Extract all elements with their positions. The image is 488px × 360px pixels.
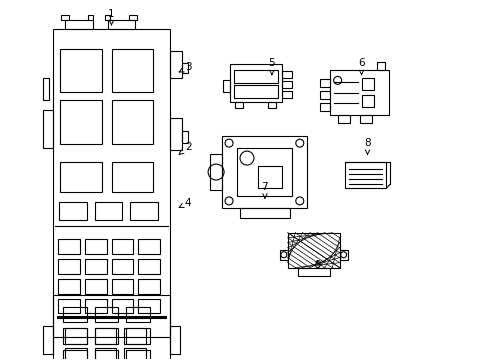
Bar	[42, 110, 53, 148]
Bar	[281, 91, 291, 98]
Bar	[319, 103, 329, 111]
Text: 1: 1	[108, 9, 115, 25]
Bar	[170, 50, 182, 78]
Bar	[61, 15, 68, 20]
Text: 6: 6	[358, 58, 364, 75]
Bar	[126, 350, 150, 360]
Bar	[111, 162, 153, 192]
Bar	[64, 348, 86, 360]
Bar	[229, 64, 281, 102]
Bar	[138, 279, 160, 293]
Bar	[58, 259, 80, 274]
Bar	[111, 298, 133, 314]
Bar	[126, 328, 150, 345]
Bar	[94, 328, 118, 345]
Bar	[126, 306, 150, 323]
Bar	[111, 279, 133, 293]
Bar	[129, 15, 137, 20]
Bar	[94, 306, 118, 323]
Bar	[377, 62, 385, 71]
Bar	[337, 115, 349, 123]
Bar	[240, 208, 289, 218]
Bar	[58, 298, 80, 314]
Text: 4: 4	[179, 198, 191, 208]
Bar	[62, 328, 86, 345]
Bar	[107, 20, 135, 28]
Bar	[124, 348, 146, 360]
Bar	[234, 71, 277, 84]
Bar	[87, 15, 92, 20]
Bar	[58, 239, 80, 254]
Bar	[84, 259, 106, 274]
Bar	[170, 118, 182, 150]
Bar	[329, 71, 388, 115]
Bar	[319, 80, 329, 87]
Bar	[111, 49, 153, 92]
Text: 5: 5	[268, 58, 275, 75]
Bar	[111, 100, 153, 144]
Bar	[42, 78, 49, 100]
Bar	[223, 80, 229, 92]
Text: 3: 3	[179, 62, 191, 72]
Bar	[84, 239, 106, 254]
Bar	[94, 328, 116, 345]
Text: 9: 9	[314, 260, 321, 270]
Bar	[59, 202, 86, 220]
Bar	[60, 49, 102, 92]
Bar	[361, 78, 373, 90]
Bar	[124, 328, 146, 345]
Bar	[42, 327, 53, 354]
Bar	[279, 250, 287, 260]
Bar	[281, 71, 291, 78]
Bar	[130, 202, 158, 220]
Bar	[182, 63, 188, 73]
Bar	[84, 279, 106, 293]
Bar	[111, 239, 133, 254]
Bar	[267, 102, 275, 108]
Bar	[222, 136, 306, 208]
Bar	[111, 259, 133, 274]
Text: 2: 2	[179, 142, 191, 154]
Bar	[258, 166, 281, 188]
Bar	[182, 131, 188, 143]
Bar	[359, 115, 371, 123]
Bar	[361, 95, 373, 107]
Bar	[281, 81, 291, 88]
Bar	[58, 279, 80, 293]
Bar	[138, 259, 160, 274]
Bar	[339, 250, 347, 260]
Bar	[64, 20, 92, 28]
Bar	[94, 202, 122, 220]
Bar	[138, 298, 160, 314]
Bar	[170, 327, 180, 354]
Bar	[94, 348, 116, 360]
Bar	[53, 28, 170, 337]
Bar	[138, 239, 160, 254]
Bar	[104, 15, 109, 20]
Bar	[94, 350, 118, 360]
Bar	[60, 100, 102, 144]
Bar	[62, 306, 86, 323]
Bar	[237, 148, 291, 196]
Bar	[297, 268, 329, 276]
Bar	[344, 162, 386, 188]
Bar	[319, 91, 329, 99]
Bar	[84, 298, 106, 314]
Text: 8: 8	[364, 138, 370, 154]
Bar	[53, 294, 170, 360]
Text: 7: 7	[261, 182, 268, 198]
Bar	[235, 102, 243, 108]
Bar	[234, 85, 277, 98]
Bar	[57, 316, 166, 319]
Bar	[287, 233, 339, 268]
Bar	[64, 328, 86, 345]
Bar	[210, 154, 222, 190]
Bar	[60, 162, 102, 192]
Bar	[62, 350, 86, 360]
